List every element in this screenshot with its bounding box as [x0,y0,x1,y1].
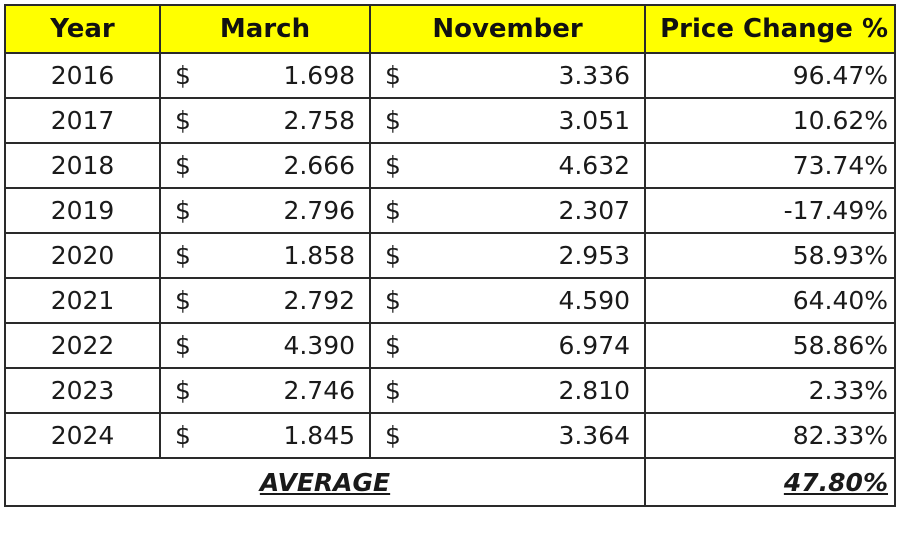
header-price-change: Price Change % [644,4,897,54]
march-price: 1.858 [205,232,372,279]
march-currency: $ [159,322,205,369]
march-price: 2.796 [205,187,372,234]
year-cell: 2022 [4,322,161,369]
november-currency: $ [369,412,416,459]
price-change-cell: 82.33% [644,412,897,459]
price-change-cell: 96.47% [644,52,897,99]
table-row: 2018 $2.666 $4.632 73.74% [4,142,897,189]
november-price: 3.051 [415,97,647,144]
header-row: Year March November Price Change % [4,4,897,54]
march-price: 2.746 [205,367,372,414]
table-body: 2016 $1.698 $3.336 96.47% 2017 $2.758 $3.051 10… [4,52,897,459]
year-cell: 2020 [4,232,161,279]
november-price: 2.810 [415,367,647,414]
november-currency: $ [369,142,416,189]
november-currency: $ [369,52,416,99]
price-change-cell: 64.40% [644,277,897,324]
header-year: Year [4,4,161,54]
november-price: 4.590 [415,277,647,324]
price-change-cell: -17.49% [644,187,897,234]
year-cell: 2018 [4,142,161,189]
november-currency: $ [369,322,416,369]
november-currency: $ [369,97,416,144]
price-change-cell: 58.93% [644,232,897,279]
march-currency: $ [159,367,205,414]
march-currency: $ [159,187,205,234]
table-row: 2022 $4.390 $6.974 58.86% [4,322,897,369]
november-price: 2.953 [415,232,647,279]
table-row: 2021 $2.792 $4.590 64.40% [4,277,897,324]
table-row: 2016 $1.698 $3.336 96.47% [4,52,897,99]
november-currency: $ [369,277,416,324]
price-change-cell: 73.74% [644,142,897,189]
header-march: March [158,4,372,54]
average-value: 47.80% [644,457,897,507]
march-currency: $ [159,142,205,189]
year-cell: 2023 [4,367,161,414]
price-change-cell: 10.62% [644,97,897,144]
november-price: 2.307 [415,187,647,234]
table-row: 2017 $2.758 $3.051 10.62% [4,97,897,144]
march-price: 2.758 [205,97,372,144]
march-price: 1.845 [205,412,372,459]
average-label: AVERAGE [3,457,647,507]
march-currency: $ [159,277,205,324]
november-currency: $ [369,232,416,279]
table-row: 2023 $2.746 $2.810 2.33% [4,367,897,414]
march-price: 2.792 [205,277,372,324]
november-price: 6.974 [415,322,647,369]
november-currency: $ [369,367,416,414]
march-price: 1.698 [205,52,372,99]
november-price: 3.364 [415,412,647,459]
year-cell: 2017 [4,97,161,144]
table-row: 2019 $2.796 $2.307 -17.49% [4,187,897,234]
november-price: 3.336 [415,52,647,99]
header-november: November [369,4,647,54]
average-row: AVERAGE 47.80% [3,457,897,507]
march-currency: $ [159,52,205,99]
price-table-container: Year March November Price Change % 2016 $… [3,4,897,531]
price-change-cell: 2.33% [644,367,897,414]
march-currency: $ [159,97,205,144]
march-currency: $ [159,232,205,279]
table-row: 2024 $1.845 $3.364 82.33% [4,412,897,459]
year-cell: 2024 [4,412,161,459]
march-price: 2.666 [205,142,372,189]
price-change-cell: 58.86% [644,322,897,369]
year-cell: 2016 [4,52,161,99]
table-row: 2020 $1.858 $2.953 58.93% [4,232,897,279]
november-price: 4.632 [415,142,647,189]
march-currency: $ [159,412,205,459]
price-change-table: Year March November Price Change % 2016 $… [3,4,897,507]
year-cell: 2019 [4,187,161,234]
november-currency: $ [369,187,416,234]
march-price: 4.390 [205,322,372,369]
year-cell: 2021 [4,277,161,324]
